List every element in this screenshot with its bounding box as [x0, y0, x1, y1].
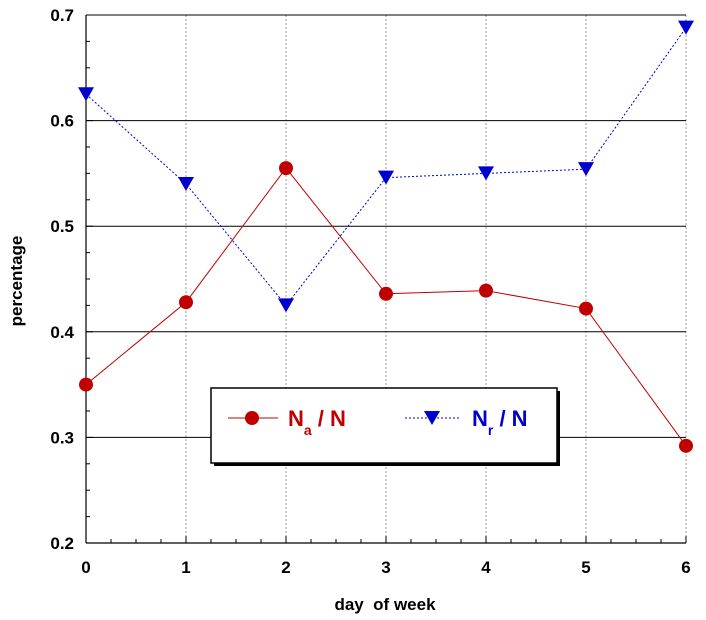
legend-label-nr-main: N: [472, 406, 488, 431]
y-tick-label: 0.3: [50, 428, 74, 447]
legend-marker-triangle-icon: [424, 411, 440, 425]
data-point-triangle: [378, 170, 394, 185]
legend-label-na-sub: a: [304, 422, 312, 438]
data-point-circle: [379, 286, 393, 301]
data-point-triangle: [578, 162, 594, 177]
x-tick-label: 6: [681, 558, 690, 577]
data-point-triangle: [678, 20, 694, 35]
legend-label-nr: Nr / N: [472, 406, 528, 438]
data-point-triangle: [478, 166, 494, 181]
x-tick-label: 5: [581, 558, 590, 577]
y-tick-label: 0.5: [50, 217, 74, 236]
legend-item-na: Na / N: [228, 406, 346, 438]
legend-label-nr-sub: r: [488, 422, 494, 438]
data-point-circle: [479, 283, 493, 298]
y-tick-label: 0.2: [50, 534, 74, 553]
legend: Na / N Nr / N: [210, 387, 560, 466]
y-tick-label: 0.6: [50, 112, 74, 131]
data-point-circle: [679, 438, 693, 453]
legend-box-shadow-right: [557, 391, 560, 466]
legend-label-na-main: N: [288, 406, 304, 431]
data-point-triangle: [78, 87, 94, 102]
legend-box: [210, 387, 558, 464]
series-layer: [78, 20, 694, 453]
data-point-circle: [179, 295, 193, 310]
y-axis-title: percentage: [7, 236, 26, 327]
legend-item-nr: Nr / N: [405, 406, 528, 438]
x-tick-label: 1: [181, 558, 190, 577]
x-tick-label: 2: [281, 558, 290, 577]
x-tick-label: 4: [481, 558, 491, 577]
grid: [86, 14, 687, 543]
x-axis-title: day of week: [334, 595, 436, 614]
data-point-circle: [579, 301, 593, 316]
data-point-circle: [79, 377, 93, 392]
legend-marker-circle-icon: [245, 411, 259, 425]
data-point-triangle: [278, 298, 294, 313]
y-tick-label: 0.7: [50, 6, 74, 25]
legend-label-na-rest: / N: [312, 406, 346, 431]
data-point-triangle: [178, 176, 194, 191]
x-tick-label: 3: [381, 558, 390, 577]
data-point-circle: [279, 161, 293, 176]
legend-box-shadow-bottom: [214, 463, 560, 466]
axes: 0 1 2 3 4 5 6 0.2 0.3 0.4 0.5 0.6 0.7: [50, 6, 690, 577]
legend-label-nr-rest: / N: [493, 406, 527, 431]
legend-label-na: Na / N: [288, 406, 346, 438]
x-tick-label: 0: [81, 558, 90, 577]
y-tick-label: 0.4: [50, 323, 74, 342]
